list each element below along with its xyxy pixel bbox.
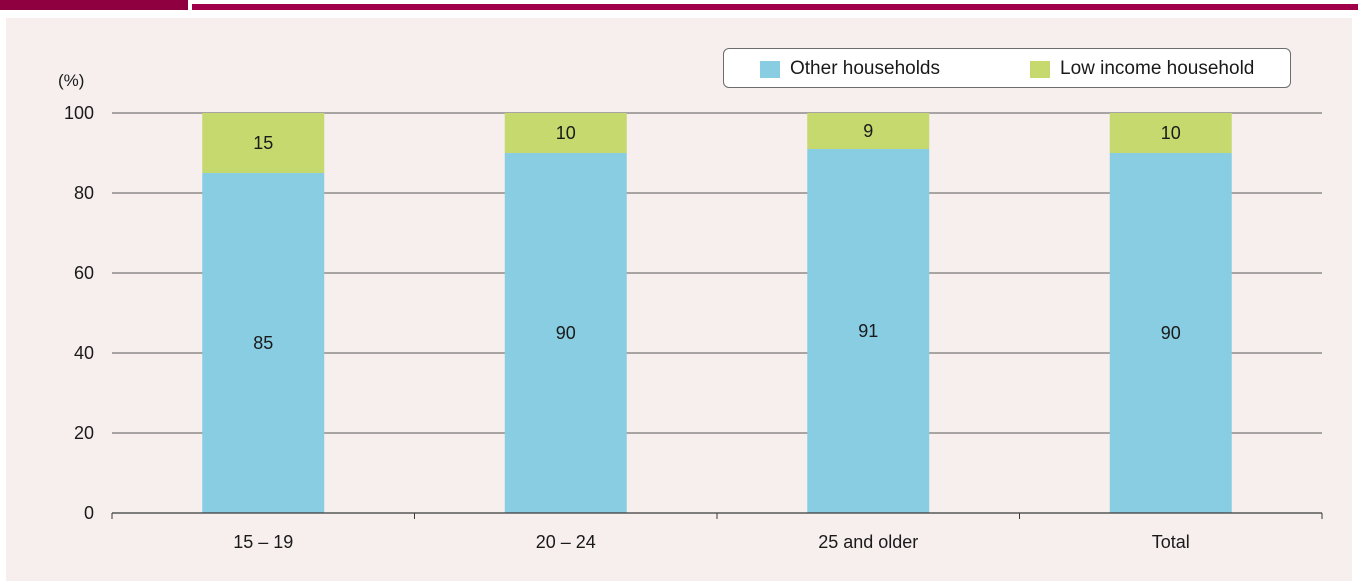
data-label: 91 [858,321,878,341]
y-tick-label: 40 [74,343,94,363]
legend-label-other-households: Other households [790,58,940,79]
y-tick-label: 100 [64,103,94,123]
bar-low-income-household [504,113,627,153]
x-tick-label: 15 – 19 [233,532,293,552]
x-tick-label: 20 – 24 [536,532,596,552]
bar-other-households [807,149,930,513]
x-tick-label: Total [1152,532,1190,552]
y-axis-unit-label: (%) [58,71,84,90]
header-accent-bar [0,0,188,10]
data-label: 90 [556,323,576,343]
bar-other-households [1109,153,1232,513]
bar-other-households [202,173,325,513]
bar-low-income-household [807,113,930,149]
legend-item-other-households: Other households [760,58,940,80]
y-tick-label: 20 [74,423,94,443]
data-label: 85 [253,333,273,353]
legend-swatch-other-households [760,60,780,78]
bar-low-income-household [202,113,325,173]
x-tick-label: 25 and older [818,532,918,552]
bar-other-households [504,153,627,513]
legend-swatch-low-income-household [1030,60,1050,78]
y-tick-label: 0 [84,503,94,523]
header-rule [192,4,1358,10]
legend-item-low-income-household: Low income household [1030,58,1254,80]
bar-low-income-household [1109,113,1232,153]
data-label: 90 [1161,323,1181,343]
y-tick-label: 80 [74,183,94,203]
y-tick-label: 60 [74,263,94,283]
data-label: 15 [253,133,273,153]
data-label: 9 [863,121,873,141]
data-label: 10 [556,123,576,143]
data-label: 10 [1161,123,1181,143]
chart-legend: Other households Low income household [723,48,1291,88]
legend-label-low-income-household: Low income household [1060,58,1255,79]
